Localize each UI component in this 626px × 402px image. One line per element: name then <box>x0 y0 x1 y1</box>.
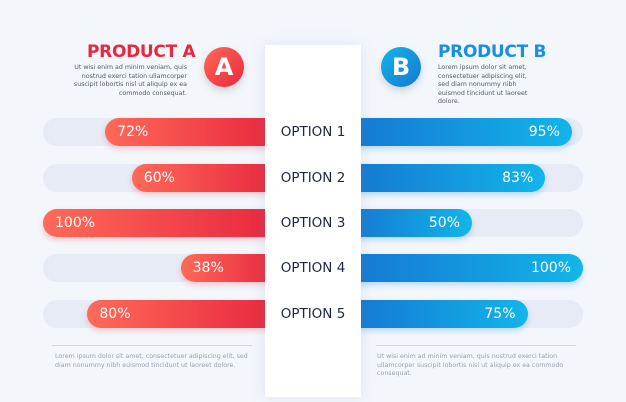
bar-product-a: 72% <box>105 118 275 146</box>
product-b-title: PRODUCT B <box>438 42 547 62</box>
bar-product-a: 60% <box>131 164 275 192</box>
bar-product-a: 80% <box>87 300 275 328</box>
bar-product-b: 95% <box>351 118 572 146</box>
product-a-title: PRODUCT A <box>87 42 196 62</box>
product-a-footer: Lorem ipsum dolor sit amet, consectetuer… <box>55 353 248 369</box>
product-a-badge: A <box>204 47 244 87</box>
divider-right <box>376 345 576 346</box>
product-b-description: Lorem ipsum dolor sit amet, consectetuer… <box>438 64 528 105</box>
options-panel <box>265 45 361 397</box>
bar-product-b: 75% <box>351 300 528 328</box>
product-b-footer: Ut wisi enim ad minim veniam, quis nostr… <box>377 353 564 377</box>
bar-product-a: 38% <box>180 254 275 282</box>
bar-product-b: 50% <box>351 209 472 237</box>
divider-left <box>52 345 252 346</box>
bar-product-a: 100% <box>43 209 275 237</box>
option-label: OPTION 5 <box>280 306 346 322</box>
option-label: OPTION 2 <box>280 170 346 186</box>
bar-product-b: 100% <box>351 254 583 282</box>
product-a-description: Ut wisi enim ad minim veniam, quis nostr… <box>73 64 187 97</box>
option-label: OPTION 1 <box>280 124 346 140</box>
option-label: OPTION 3 <box>280 215 346 231</box>
bar-product-b: 83% <box>351 164 546 192</box>
product-b-badge: B <box>381 47 421 87</box>
option-label: OPTION 4 <box>280 260 346 276</box>
